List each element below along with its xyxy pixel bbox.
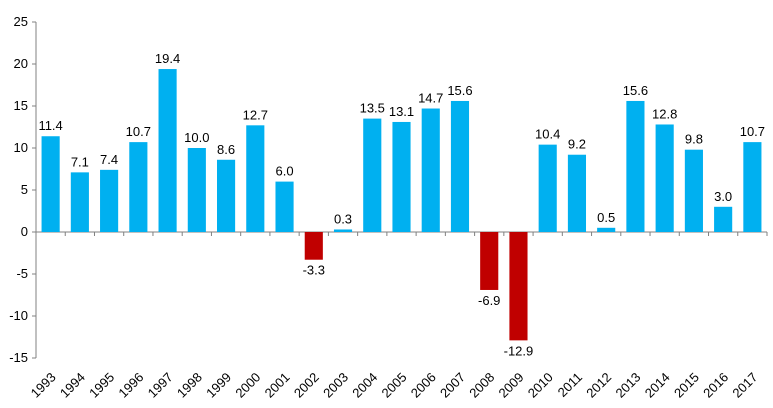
bar-2017 [743, 142, 762, 232]
category-label-1998: 1998 [174, 370, 205, 401]
data-label-1995: 7.4 [100, 152, 118, 167]
data-label-2005: 13.1 [389, 104, 414, 119]
category-label-2004: 2004 [349, 370, 380, 401]
data-label-2010: 10.4 [535, 127, 560, 142]
y-tick-label: 0 [21, 224, 28, 239]
category-label-1994: 1994 [57, 370, 88, 401]
bar-2014 [655, 124, 674, 232]
data-label-2011: 9.2 [568, 137, 586, 152]
category-label-2010: 2010 [525, 370, 556, 401]
y-tick-label: 20 [14, 56, 28, 71]
bar-1999 [217, 159, 236, 232]
data-label-2004: 13.5 [360, 101, 385, 116]
category-label-2005: 2005 [379, 370, 410, 401]
data-label-2006: 14.7 [418, 91, 443, 106]
data-label-1998: 10.0 [184, 130, 209, 145]
category-label-2001: 2001 [262, 370, 293, 401]
category-label-1993: 1993 [28, 370, 59, 401]
bar-1997 [158, 69, 177, 232]
category-label-2016: 2016 [700, 370, 731, 401]
category-label-2011: 2011 [555, 370, 585, 400]
data-label-2009: -12.9 [504, 343, 534, 358]
bar-1995 [100, 169, 119, 232]
data-label-2012: 0.5 [597, 210, 615, 225]
y-tick-label: 10 [14, 140, 28, 155]
data-label-2002: -3.3 [303, 263, 325, 278]
data-label-2000: 12.7 [243, 107, 268, 122]
bar-2011 [567, 154, 587, 232]
category-label-2000: 2000 [232, 370, 263, 401]
bar-2013 [626, 100, 645, 233]
category-label-2006: 2006 [408, 370, 439, 401]
bar-2007 [450, 100, 470, 233]
bar-1998 [187, 148, 206, 232]
bar-2012 [597, 227, 616, 232]
category-label-2017: 2017 [729, 370, 760, 401]
data-label-2017: 10.7 [740, 124, 765, 139]
data-label-2015: 9.8 [685, 132, 703, 147]
data-label-2016: 3.0 [714, 189, 732, 204]
bar-2004 [363, 118, 382, 232]
category-label-1996: 1996 [115, 370, 146, 401]
bar-2005 [392, 121, 411, 232]
data-label-1999: 8.6 [217, 142, 235, 157]
bar-1994 [70, 172, 89, 232]
bar-1993 [41, 136, 60, 232]
data-label-2008: -6.9 [478, 293, 500, 308]
category-label-1997: 1997 [145, 370, 176, 401]
category-label-1999: 1999 [203, 370, 234, 401]
bar-2015 [684, 149, 703, 232]
y-tick-label: 5 [21, 182, 28, 197]
y-tick-label: -15 [9, 350, 28, 365]
category-label-2002: 2002 [291, 370, 322, 401]
bar-2006 [421, 108, 440, 232]
bar-2010 [538, 144, 557, 232]
data-label-2014: 12.8 [652, 106, 677, 121]
category-label-2003: 2003 [320, 370, 351, 401]
category-label-2007: 2007 [437, 370, 468, 401]
y-tick-label: 15 [14, 98, 28, 113]
bar-2001 [275, 181, 294, 232]
data-label-1997: 19.4 [155, 51, 180, 66]
category-label-2013: 2013 [612, 370, 643, 401]
bar-1996 [129, 142, 148, 232]
data-label-2001: 6.0 [276, 164, 294, 179]
bar-2002 [304, 232, 323, 260]
y-tick-label: 25 [14, 14, 28, 29]
y-tick-label: -10 [9, 308, 28, 323]
data-label-1993: 11.4 [38, 118, 62, 133]
bar-2009 [509, 232, 528, 341]
data-label-2013: 15.6 [623, 83, 648, 98]
category-label-2009: 2009 [496, 370, 527, 401]
data-label-2003: 0.3 [334, 211, 352, 226]
category-label-2014: 2014 [642, 370, 673, 401]
data-label-1994: 7.1 [71, 154, 89, 169]
data-label-2007: 15.6 [447, 83, 472, 98]
category-label-2008: 2008 [466, 370, 497, 401]
category-label-1995: 1995 [86, 370, 117, 401]
category-label-2012: 2012 [583, 370, 614, 401]
bar-2003 [333, 229, 353, 232]
category-label-2015: 2015 [671, 370, 702, 401]
y-tick-label: -5 [16, 266, 28, 281]
bar-2000 [246, 125, 265, 232]
data-label-1996: 10.7 [126, 124, 151, 139]
bar-2008 [480, 232, 499, 290]
bar-2016 [714, 206, 733, 232]
